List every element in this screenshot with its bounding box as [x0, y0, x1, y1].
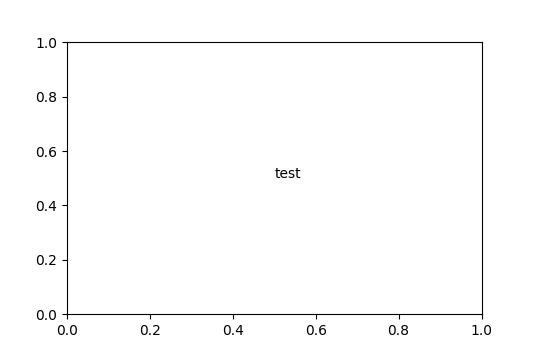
Text: test: test: [274, 167, 301, 181]
